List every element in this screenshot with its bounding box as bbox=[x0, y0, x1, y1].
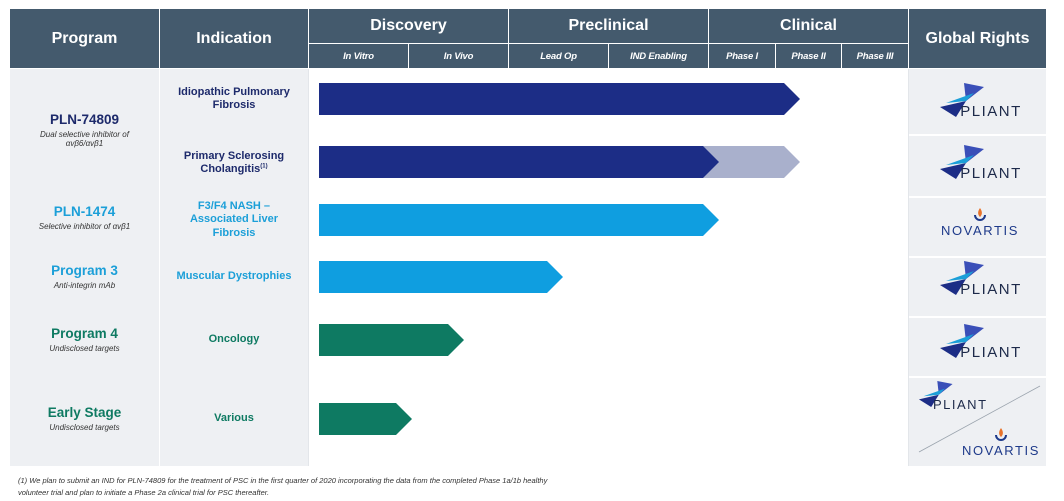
rights-logo-novartis: NOVARTIS bbox=[925, 202, 1035, 242]
stage-ind-enabling: IND Enabling bbox=[609, 44, 708, 68]
header-program: Program bbox=[10, 9, 159, 68]
program-description: Undisclosed targets bbox=[49, 423, 120, 433]
program-description: Selective inhibitor of αvβ1 bbox=[38, 222, 131, 232]
divider bbox=[909, 316, 1046, 318]
rights-logo-pliant: PLIANT bbox=[930, 317, 1030, 367]
rights-logo-pliant: PLIANT bbox=[930, 138, 1030, 188]
pliant-logo-mark bbox=[940, 82, 984, 117]
rights-logo-pliant: PLIANT bbox=[930, 254, 1030, 304]
footnote-marker: (1) bbox=[260, 163, 268, 170]
pliant-logo-mark bbox=[940, 144, 984, 179]
novartis-flame-icon bbox=[974, 207, 986, 221]
header-indication: Indication bbox=[160, 9, 308, 68]
pliant-wordmark: PLIANT bbox=[960, 164, 1022, 182]
program-3: Program 3 Anti-integrin mAb bbox=[10, 257, 159, 297]
footnote-line-2: volunteer trial and plan to initiate a P… bbox=[18, 488, 270, 497]
indication-various: Various bbox=[165, 409, 303, 429]
indication-text: Primary Sclerosing Cholangitis bbox=[183, 149, 285, 175]
stage-in-vivo: In Vivo bbox=[409, 44, 508, 68]
indication-ipf: Idiopathic Pulmonary Fibrosis bbox=[165, 82, 303, 116]
header-preclinical-label: Preclinical bbox=[568, 17, 649, 34]
stage-lead-op: Lead Op bbox=[509, 44, 608, 68]
divider bbox=[909, 196, 1046, 198]
stage-phase-1: Phase I bbox=[709, 44, 775, 68]
program-pln-74809: PLN-74809 Dual selective inhibitor of αv… bbox=[10, 100, 159, 160]
indication-label: Muscular Dystrophies bbox=[176, 270, 292, 283]
indication-label: Oncology bbox=[208, 333, 260, 346]
divider bbox=[908, 69, 909, 466]
pliant-wordmark: PLIANT bbox=[960, 343, 1022, 361]
stage-in-vitro-label: In Vitro bbox=[343, 50, 374, 62]
novartis-flame-icon bbox=[995, 427, 1007, 441]
rights-logo-pliant: PLIANT bbox=[915, 378, 995, 414]
pliant-logo-mark bbox=[940, 323, 984, 358]
indication-muscular: Muscular Dystrophies bbox=[165, 267, 303, 287]
indication-column-bg bbox=[160, 69, 308, 466]
stage-phase-2-label: Phase II bbox=[791, 50, 826, 62]
header-discovery-label: Discovery bbox=[370, 17, 447, 34]
header-preclinical: Preclinical bbox=[509, 9, 708, 43]
divider bbox=[909, 256, 1046, 258]
footnote-line-1: (1) We plan to submit an IND for PLN-748… bbox=[18, 476, 548, 485]
progress-bar-nash bbox=[319, 204, 719, 236]
program-name: Program 3 bbox=[51, 263, 118, 279]
stage-lead-op-label: Lead Op bbox=[540, 50, 577, 62]
header-clinical-label: Clinical bbox=[780, 17, 837, 34]
stage-phase-1-label: Phase I bbox=[726, 50, 758, 62]
indication-label: Various bbox=[214, 412, 254, 425]
rights-split-divider bbox=[918, 385, 1041, 453]
rights-logo-novartis: NOVARTIS bbox=[955, 425, 1047, 459]
header-clinical: Clinical bbox=[709, 9, 908, 43]
stage-in-vitro: In Vitro bbox=[309, 44, 408, 68]
divider bbox=[909, 376, 1046, 378]
program-column-bg bbox=[10, 69, 159, 466]
indication-label: F3/F4 NASH – Associated Liver Fibrosis bbox=[189, 200, 279, 239]
progress-bar-psc-planned bbox=[319, 146, 800, 178]
header-indication-label: Indication bbox=[196, 29, 272, 47]
program-description: Anti-integrin mAb bbox=[53, 281, 116, 291]
program-name: PLN-74809 bbox=[49, 111, 120, 127]
indication-psc: Primary Sclerosing Cholangitis(1) bbox=[165, 146, 303, 180]
program-name: Program 4 bbox=[51, 326, 118, 342]
novartis-wordmark: NOVARTIS bbox=[940, 222, 1020, 238]
progress-bar-psc bbox=[319, 146, 719, 178]
indication-oncology: Oncology bbox=[165, 330, 303, 350]
rights-logo-pliant: PLIANT bbox=[930, 76, 1030, 126]
stage-ind-enabling-label: IND Enabling bbox=[630, 50, 687, 62]
header-global-rights-label: Global Rights bbox=[925, 29, 1030, 47]
indication-label: Idiopathic Pulmonary Fibrosis bbox=[178, 85, 290, 111]
header-discovery: Discovery bbox=[309, 9, 508, 43]
novartis-wordmark: NOVARTIS bbox=[961, 442, 1041, 458]
program-pln-1474: PLN-1474 Selective inhibitor of αvβ1 bbox=[10, 198, 159, 238]
progress-bar-oncology bbox=[319, 324, 464, 356]
program-name: Early Stage bbox=[47, 405, 122, 421]
pliant-wordmark: PLIANT bbox=[960, 280, 1022, 298]
pliant-wordmark: PLIANT bbox=[960, 102, 1022, 120]
header-program-label: Program bbox=[51, 29, 118, 47]
stage-in-vivo-label: In Vivo bbox=[443, 50, 474, 62]
indication-label: Primary Sclerosing Cholangitis(1) bbox=[177, 150, 292, 176]
program-description: Undisclosed targets bbox=[49, 344, 120, 354]
program-4: Program 4 Undisclosed targets bbox=[10, 320, 159, 360]
header-global-rights: Global Rights bbox=[909, 9, 1046, 68]
indication-nash: F3/F4 NASH – Associated Liver Fibrosis bbox=[165, 200, 303, 240]
pliant-logo-mark bbox=[940, 260, 984, 295]
program-description: Dual selective inhibitor of αvβ6/αvβ1 bbox=[40, 129, 129, 148]
program-early-stage: Early Stage Undisclosed targets bbox=[10, 399, 159, 439]
divider bbox=[909, 134, 1046, 136]
pliant-logo-mark bbox=[918, 380, 953, 407]
progress-bar-early-stage bbox=[319, 403, 412, 435]
progress-bar-muscular bbox=[319, 261, 563, 293]
divider bbox=[308, 69, 309, 466]
stage-phase-3-label: Phase III bbox=[856, 50, 894, 62]
program-name: PLN-1474 bbox=[53, 204, 116, 220]
stage-phase-2: Phase II bbox=[776, 44, 841, 68]
pliant-wordmark: PLIANT bbox=[933, 396, 988, 412]
progress-bar-ipf bbox=[319, 83, 800, 115]
stage-phase-3: Phase III bbox=[842, 44, 908, 68]
